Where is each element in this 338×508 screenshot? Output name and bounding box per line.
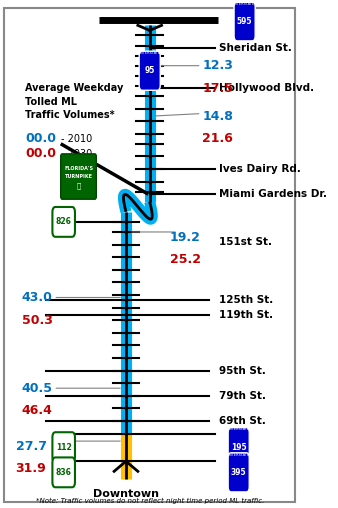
FancyBboxPatch shape <box>52 432 75 462</box>
Text: - 2030: - 2030 <box>61 149 92 159</box>
Text: INTERSTATE: INTERSTATE <box>139 51 160 55</box>
Text: INTERSTATE: INTERSTATE <box>228 427 249 431</box>
Text: 19.2: 19.2 <box>170 231 201 243</box>
FancyBboxPatch shape <box>52 207 75 237</box>
Text: Sheridan St.: Sheridan St. <box>219 43 292 53</box>
FancyBboxPatch shape <box>228 453 249 492</box>
Text: 836: 836 <box>56 468 72 477</box>
Text: 12.3: 12.3 <box>202 59 233 72</box>
Text: INTERSTATE: INTERSTATE <box>234 2 255 6</box>
Text: 95th St.: 95th St. <box>219 366 266 375</box>
Text: Ives Dairy Rd.: Ives Dairy Rd. <box>219 164 301 174</box>
FancyBboxPatch shape <box>52 457 75 487</box>
Text: *Note: Traffic volumes do not reflect night time period ML traffic.: *Note: Traffic volumes do not reflect ni… <box>35 498 264 504</box>
Text: 826: 826 <box>56 217 72 227</box>
Text: 595: 595 <box>237 17 252 26</box>
FancyBboxPatch shape <box>139 51 160 90</box>
Text: 125th St.: 125th St. <box>219 295 274 305</box>
Text: 195: 195 <box>231 442 246 452</box>
Text: FLORIDA'S: FLORIDA'S <box>64 167 93 172</box>
Text: 50.3: 50.3 <box>22 313 52 327</box>
Text: Downtown: Downtown <box>93 489 159 499</box>
FancyBboxPatch shape <box>4 8 295 501</box>
Text: 25.2: 25.2 <box>170 253 201 266</box>
Text: 69th St.: 69th St. <box>219 416 266 426</box>
Text: 43.0: 43.0 <box>22 291 52 304</box>
Text: 27.7: 27.7 <box>16 439 47 453</box>
Text: 21.6: 21.6 <box>202 132 233 145</box>
Text: 00.0: 00.0 <box>25 147 56 161</box>
FancyBboxPatch shape <box>61 154 96 199</box>
Text: 119th St.: 119th St. <box>219 310 273 320</box>
Text: INTERSTATE: INTERSTATE <box>228 453 249 457</box>
Text: - 2010: - 2010 <box>61 134 92 144</box>
Text: Average Weekday
Tolled ML
Traffic Volumes*: Average Weekday Tolled ML Traffic Volume… <box>25 83 123 120</box>
Text: Hollywood Blvd.: Hollywood Blvd. <box>219 83 315 93</box>
Text: 00.0: 00.0 <box>25 132 56 145</box>
Text: 17.5: 17.5 <box>202 82 234 95</box>
FancyBboxPatch shape <box>234 2 255 41</box>
Text: 31.9: 31.9 <box>16 462 46 475</box>
FancyBboxPatch shape <box>228 428 249 467</box>
Text: 40.5: 40.5 <box>22 382 52 395</box>
Text: 46.4: 46.4 <box>22 404 52 418</box>
Text: 14.8: 14.8 <box>202 110 233 122</box>
Text: 151st St.: 151st St. <box>219 237 272 247</box>
Text: 🗺: 🗺 <box>76 182 81 189</box>
Text: 112: 112 <box>56 442 72 452</box>
Text: TURNPIKE: TURNPIKE <box>65 174 93 179</box>
Text: 79th St.: 79th St. <box>219 391 266 401</box>
Text: 395: 395 <box>231 468 246 477</box>
Text: 95: 95 <box>145 66 155 75</box>
Text: Miami Gardens Dr.: Miami Gardens Dr. <box>219 189 328 199</box>
